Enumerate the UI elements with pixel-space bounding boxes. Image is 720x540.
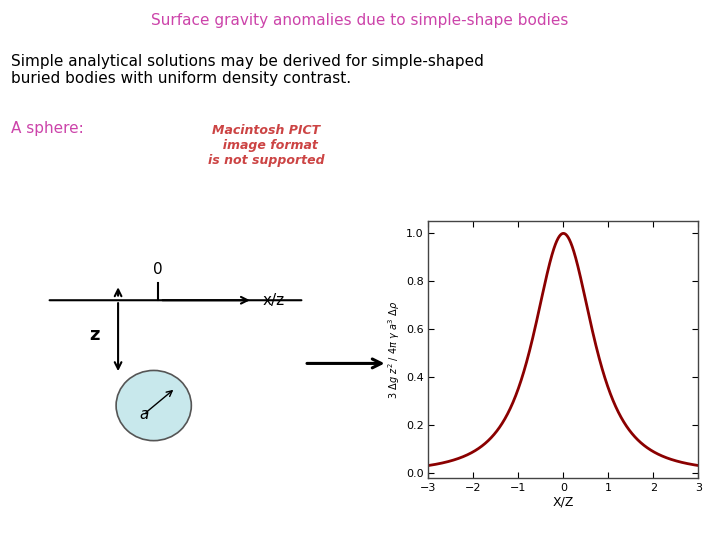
Text: x/z: x/z bbox=[263, 293, 284, 308]
Text: 0: 0 bbox=[153, 262, 163, 278]
Text: a: a bbox=[139, 407, 148, 422]
Text: Surface gravity anomalies due to simple-shape bodies: Surface gravity anomalies due to simple-… bbox=[151, 14, 569, 29]
Y-axis label: $3\ \Delta g\ z^2\ /\ 4\pi\ \gamma\ a^3\ \Delta\rho$: $3\ \Delta g\ z^2\ /\ 4\pi\ \gamma\ a^3\… bbox=[386, 300, 402, 399]
Ellipse shape bbox=[116, 370, 192, 441]
Text: Simple analytical solutions may be derived for simple-shaped
buried bodies with : Simple analytical solutions may be deriv… bbox=[11, 54, 484, 86]
Text: Macintosh PICT
  image format
is not supported: Macintosh PICT image format is not suppo… bbox=[208, 124, 325, 167]
X-axis label: X/Z: X/Z bbox=[553, 496, 574, 509]
Text: z: z bbox=[89, 326, 99, 345]
Text: A sphere:: A sphere: bbox=[11, 122, 84, 137]
